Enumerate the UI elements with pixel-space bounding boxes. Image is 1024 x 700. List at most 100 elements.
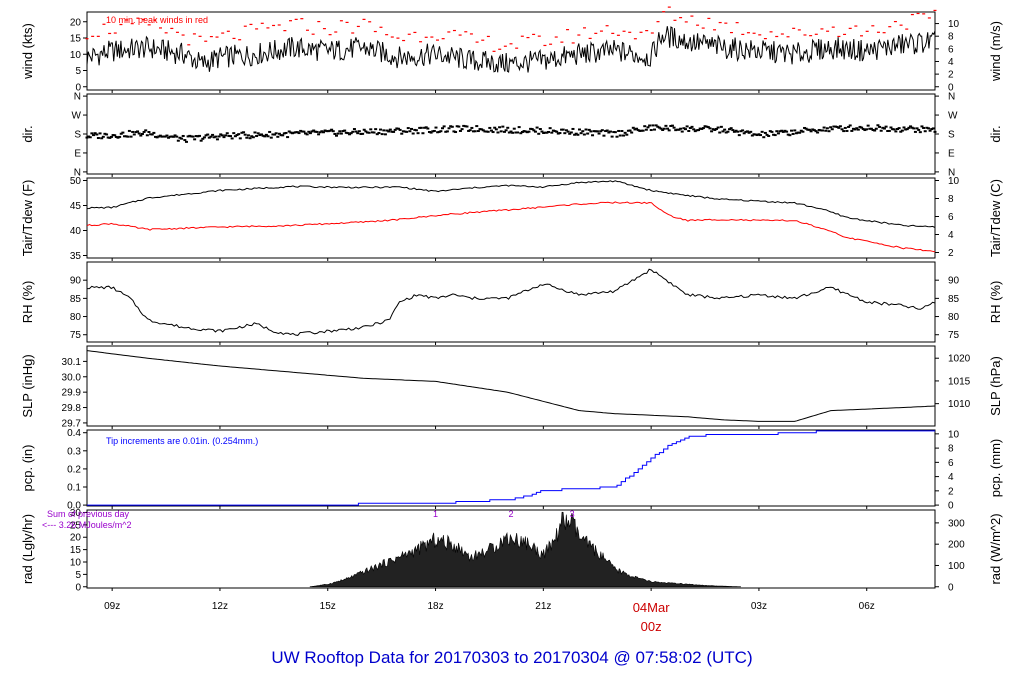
series-step	[87, 430, 935, 506]
panel-pcp: 0.0 0.1 0.2 0.3 0.4 0 2 4 6 8 10 pcp. (in) pcp. (mm)…	[20, 428, 1003, 511]
panel-frame	[86, 345, 936, 427]
pcp-annotation: Tip increments are 0.01in. (0.254mm.)	[106, 436, 258, 446]
right-tick-label: 0	[948, 501, 954, 512]
right-tick-label: 85	[948, 294, 960, 305]
time-tick-label: 03z	[751, 601, 767, 612]
y-axis-label-left: Tair/Tdew (F)	[20, 180, 35, 257]
right-tick-label: 4	[948, 57, 954, 68]
right-tick-label: 10	[948, 19, 960, 30]
left-tick-label: 45	[70, 201, 82, 212]
left-tick-label: 0.1	[67, 483, 81, 494]
right-tick-label: 6	[948, 212, 954, 223]
right-tick-label: 4	[948, 230, 954, 241]
time-tick-label: 06z	[859, 601, 875, 612]
left-tick-label: 0.0	[67, 501, 81, 512]
rad-marker: 1	[433, 509, 438, 519]
series-area	[309, 511, 742, 588]
left-tick-label: 50	[70, 176, 82, 187]
left-tick-label: 30	[70, 508, 82, 519]
left-tick-label: 30.1	[62, 357, 82, 368]
left-tick-label: N	[74, 92, 81, 103]
panel-frame	[86, 509, 936, 589]
right-tick-label: E	[948, 148, 955, 159]
y-axis-label-left: RH (%)	[20, 281, 35, 324]
right-tick-label: 80	[948, 312, 960, 323]
panel-frame	[86, 11, 936, 91]
left-tick-label: W	[72, 111, 82, 122]
series-line	[87, 268, 936, 336]
right-tick-label: 1010	[948, 399, 971, 410]
left-tick-label: 5	[75, 66, 81, 77]
panel-frame	[86, 261, 936, 343]
y-axis-label-right: RH (%)	[988, 281, 1003, 324]
right-tick-label: 75	[948, 330, 960, 341]
right-tick-label: 100	[948, 561, 965, 572]
right-tick-label: 2	[948, 70, 954, 81]
left-tick-label: 29.9	[62, 388, 82, 399]
series-line	[86, 26, 936, 73]
series-line	[86, 201, 936, 253]
time-tick-label: 18z	[427, 601, 443, 612]
panel-frame	[86, 93, 936, 175]
y-axis-label-left: wind (kts)	[20, 23, 35, 80]
panel-frame	[86, 429, 936, 507]
right-tick-label: 1015	[948, 376, 971, 387]
y-axis-label-left: pcp. (in)	[20, 445, 35, 492]
left-tick-label: 40	[70, 226, 82, 237]
rad-annotation-line2: <--- 3.26 MJoules/m^2	[42, 520, 132, 530]
y-axis-label-right: SLP (hPa)	[988, 356, 1003, 416]
right-tick-label: S	[948, 130, 955, 141]
time-tick-label: 09z	[104, 601, 120, 612]
left-tick-label: 15	[70, 545, 82, 556]
right-tick-label: 8	[948, 444, 954, 455]
panel-temp: 35 40 45 50 2 4 6 8 10 Tair/Tdew (F) Tair/Tdew (C)	[20, 176, 1003, 262]
left-tick-label: 20	[70, 17, 82, 28]
right-tick-label: 200	[948, 540, 965, 551]
left-tick-label: 80	[70, 312, 82, 323]
left-tick-label: 25	[70, 520, 82, 531]
date-label: 04Mar	[633, 600, 671, 615]
right-tick-label: 4	[948, 472, 954, 483]
left-tick-label: 85	[70, 294, 82, 305]
rad-marker: 2	[508, 509, 513, 519]
left-tick-label: 75	[70, 330, 82, 341]
left-tick-label: S	[74, 130, 81, 141]
left-tick-label: 0.4	[67, 428, 81, 439]
left-tick-label: 35	[70, 251, 82, 262]
y-axis-label-right: dir.	[988, 125, 1003, 142]
left-tick-label: 0	[75, 582, 81, 593]
right-tick-label: N	[948, 167, 955, 178]
right-tick-label: W	[948, 111, 958, 122]
wind-annotation: 10 min. peak winds in red	[106, 15, 208, 25]
panel-frame	[86, 177, 936, 259]
left-tick-label: 30.0	[62, 372, 82, 383]
time-tick-label: 12z	[212, 601, 228, 612]
left-tick-label: 29.7	[62, 418, 82, 429]
time-tick-label: 15z	[320, 601, 336, 612]
left-tick-label: N	[74, 167, 81, 178]
panel-slp: 29.7 29.8 29.9 30.0 30.1 1010 1015 1020 SLP (inH…	[20, 345, 1003, 429]
right-tick-label: 0	[948, 82, 954, 93]
right-tick-label: 10	[948, 176, 960, 187]
y-axis-label-left: rad (Lgly/hr)	[20, 514, 35, 584]
y-axis-label-right: wind (m/s)	[988, 21, 1003, 82]
y-axis-label-left: dir.	[20, 125, 35, 142]
right-tick-label: 6	[948, 458, 954, 469]
y-axis-label-left: SLP (inHg)	[20, 354, 35, 417]
right-tick-label: 10	[948, 429, 960, 440]
rad-annotation-line1: Sum of previous day	[47, 509, 130, 519]
page-title: UW Rooftop Data for 20170303 to 20170304…	[271, 648, 753, 667]
left-tick-label: E	[74, 148, 81, 159]
right-tick-label: 8	[948, 194, 954, 205]
y-axis-label-right: Tair/Tdew (C)	[988, 179, 1003, 257]
left-tick-label: 0	[75, 82, 81, 93]
right-tick-label: 90	[948, 276, 960, 287]
left-tick-label: 29.8	[62, 403, 82, 414]
right-tick-label: 2	[948, 486, 954, 497]
y-axis-label-right: rad (W/m^2)	[988, 513, 1003, 584]
right-tick-label: 300	[948, 518, 965, 529]
left-tick-label: 0.3	[67, 446, 81, 457]
panel-rh: 75 80 85 90 75 80 85 90 RH (%) RH (%)	[20, 261, 1003, 345]
